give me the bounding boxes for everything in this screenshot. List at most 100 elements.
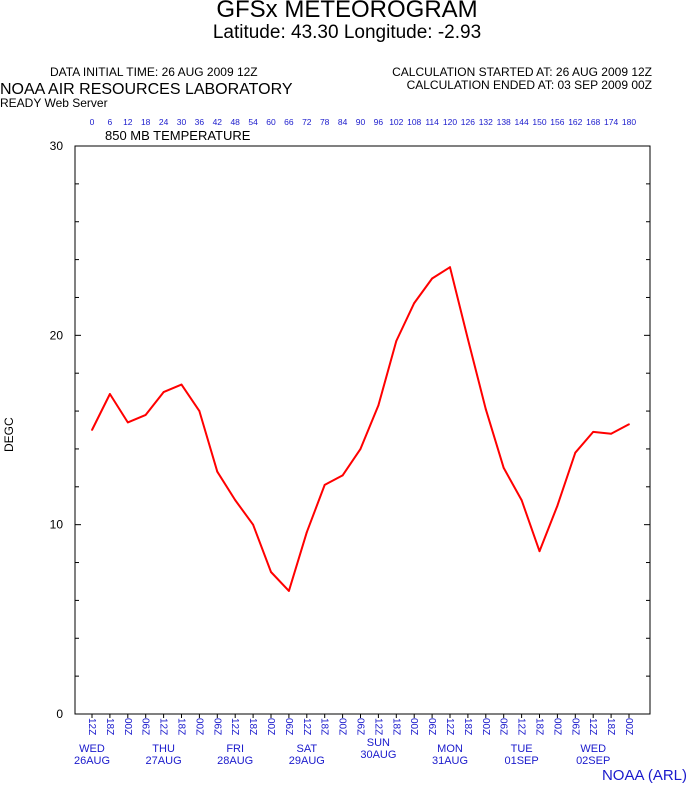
plot-title: 850 MB TEMPERATURE: [105, 128, 251, 143]
x-time-label: 12Z: [372, 718, 383, 735]
temperature-data-point: [91, 429, 93, 431]
x-time-label: 12Z: [516, 718, 527, 735]
forecast-hour-label: 54: [248, 117, 258, 127]
x-time-label: 18Z: [462, 718, 473, 735]
x-time-label: 12Z: [444, 718, 455, 735]
date-label: 31AUG: [432, 755, 468, 767]
forecast-hour-label: 30: [177, 117, 187, 127]
x-time-label: 00Z: [408, 718, 419, 735]
calculation-started: CALCULATION STARTED AT: 26 AUG 2009 12Z: [392, 65, 652, 79]
x-time-label: 18Z: [605, 718, 616, 735]
x-time-label: 00Z: [551, 718, 562, 735]
temperature-data-point: [144, 413, 147, 416]
temperature-data-point: [556, 504, 559, 507]
x-time-label: 18Z: [390, 718, 401, 735]
temperature-data-point: [538, 550, 541, 553]
x-time-label: 18Z: [534, 718, 545, 735]
forecast-hour-label: 174: [604, 117, 618, 127]
y-tick-label: 0: [56, 707, 63, 721]
temperature-data-point: [359, 448, 362, 450]
forecast-hour-label: 162: [568, 117, 582, 127]
temperature-data-point: [341, 474, 344, 477]
y-tick-label: 10: [50, 518, 64, 532]
temperature-data-point: [126, 421, 129, 424]
x-time-label: 12Z: [229, 718, 240, 735]
forecast-hour-label: 120: [443, 117, 457, 127]
day-label: SUN: [367, 737, 390, 749]
x-time-label: 18Z: [319, 718, 330, 735]
day-label: SAT: [297, 743, 318, 755]
plot-frame: [74, 145, 651, 715]
forecast-hour-label: 126: [461, 117, 475, 127]
x-time-label: 12Z: [86, 718, 97, 735]
temperature-data-point: [109, 393, 111, 395]
temperature-data-point: [592, 430, 595, 433]
forecast-hour-label: 132: [479, 117, 493, 127]
x-time-label: 00Z: [265, 718, 276, 735]
x-time-label: 12Z: [158, 718, 169, 735]
forecast-hour-label: 24: [159, 117, 169, 127]
x-time-label: 06Z: [498, 718, 509, 735]
x-time-label: 18Z: [104, 718, 115, 735]
data-initial-time: DATA INITIAL TIME: 26 AUG 2009 12Z: [50, 65, 258, 79]
forecast-hour-label: 144: [515, 117, 529, 127]
forecast-hour-label: 72: [302, 117, 312, 127]
forecast-hour-label: 18: [141, 117, 151, 127]
forecast-hour-label: 66: [284, 117, 294, 127]
day-label: THU: [152, 743, 175, 755]
day-label: FRI: [226, 743, 244, 755]
x-time-label: 00Z: [623, 718, 634, 735]
forecast-hour-label: 90: [356, 117, 366, 127]
x-time-label: 12Z: [587, 718, 598, 735]
date-label: 29AUG: [289, 755, 325, 767]
forecast-hour-label: 138: [497, 117, 511, 127]
temperature-series-line: [91, 266, 630, 592]
y-tick-label: 20: [50, 328, 64, 342]
forecast-hour-label: 168: [586, 117, 600, 127]
forecast-hour-label: 108: [407, 117, 421, 127]
forecast-hour-label: 102: [389, 117, 403, 127]
x-time-label: 06Z: [211, 718, 222, 735]
forecast-hour-label: 48: [230, 117, 240, 127]
footer-credit: NOAA (ARL): [601, 767, 687, 784]
x-time-label: 00Z: [193, 718, 204, 735]
date-label: 28AUG: [217, 755, 253, 767]
temperature-data-point: [305, 531, 308, 534]
x-time-label: 06Z: [569, 718, 580, 735]
organization-name: NOAA AIR RESOURCES LABORATORY: [0, 81, 293, 98]
day-label: WED: [580, 743, 606, 755]
forecast-hour-label: 42: [213, 117, 223, 127]
date-label: 02SEP: [576, 755, 610, 767]
x-time-label: 00Z: [480, 718, 491, 735]
date-label: 26AUG: [74, 755, 110, 767]
temperature-data-point: [252, 523, 255, 526]
temperature-data-point: [413, 302, 416, 305]
day-label: MON: [437, 743, 463, 755]
temperature-data-point: [288, 590, 290, 592]
temperature-data-point: [395, 340, 398, 342]
temperature-data-point: [234, 499, 237, 501]
temperature-data-point: [270, 571, 272, 573]
forecast-hour-label: 6: [108, 117, 113, 127]
forecast-hour-label: 60: [266, 117, 276, 127]
temperature-data-point: [377, 404, 380, 407]
temperature-data-point: [502, 466, 505, 469]
x-time-label: 12Z: [301, 718, 312, 735]
temperature-data-point: [628, 423, 630, 426]
temperature-data-point: [162, 391, 165, 394]
temperature-data-point: [198, 410, 201, 412]
x-time-label: 06Z: [355, 718, 366, 735]
location-line: Latitude: 43.30 Longitude: -2.93: [212, 22, 482, 43]
temperature-data-point: [520, 499, 523, 501]
x-time-label: 00Z: [337, 718, 348, 735]
temperature-data-point: [431, 277, 433, 280]
temperature-data-point: [574, 451, 577, 454]
temperature-data-point: [323, 484, 326, 486]
temperature-data-point: [467, 338, 469, 341]
forecast-hour-label: 12: [123, 117, 133, 127]
x-time-label: 00Z: [122, 718, 133, 735]
temperature-data-point: [484, 408, 487, 411]
day-label: WED: [79, 743, 105, 755]
forecast-hour-label: 150: [532, 117, 546, 127]
